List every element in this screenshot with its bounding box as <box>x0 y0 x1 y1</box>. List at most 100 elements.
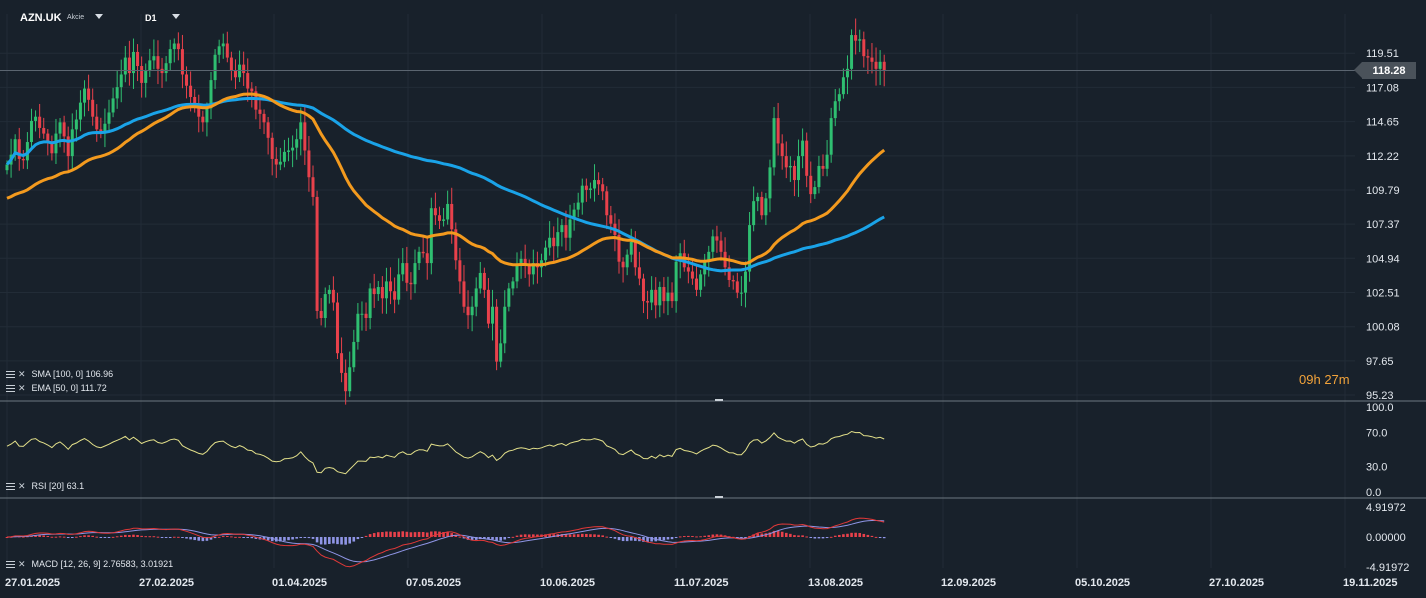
macd-histogram-bar <box>103 537 107 538</box>
macd-histogram-bar <box>711 534 715 537</box>
candle-body <box>311 177 315 197</box>
macd-histogram-bar <box>601 535 604 537</box>
candle-body <box>486 289 490 324</box>
candle-body <box>764 198 768 216</box>
rsi-panel[interactable] <box>6 430 885 475</box>
symbol-name[interactable]: AZN.UK <box>20 12 62 24</box>
close-icon[interactable]: ✕ <box>18 558 26 569</box>
macd-histogram-bar <box>682 536 686 538</box>
candle-body <box>344 372 348 392</box>
indicator-settings-icon[interactable] <box>6 370 15 378</box>
candle-body <box>262 113 266 123</box>
macd-histogram-bar <box>523 534 527 537</box>
candle-body <box>809 175 813 195</box>
candle-body <box>715 236 719 241</box>
macd-histogram-bar <box>242 537 245 538</box>
macd-histogram-bar <box>450 533 454 537</box>
candle-body <box>637 267 641 279</box>
macd-histogram-bar <box>483 537 486 539</box>
candle-body <box>103 123 107 134</box>
candle-body <box>307 150 311 178</box>
candle-body <box>303 122 307 151</box>
macd-histogram-bar <box>609 537 613 538</box>
macd-histogram-bar <box>279 537 282 542</box>
macd-histogram-bar <box>128 535 131 537</box>
candle-body <box>66 136 70 157</box>
countdown-hours: 09 <box>1299 372 1314 387</box>
candle-body <box>870 57 874 62</box>
macd-histogram-bar <box>699 536 702 538</box>
macd-histogram-bar <box>568 534 572 537</box>
macd-histogram-bar <box>613 537 617 539</box>
macd-panel[interactable] <box>5 517 886 568</box>
candle-body <box>466 306 470 316</box>
macd-histogram-bar <box>234 536 237 538</box>
candle-body <box>389 281 393 292</box>
macd-histogram-bar <box>662 537 666 541</box>
candle-body <box>87 88 91 100</box>
macd-histogram-bar <box>434 531 437 537</box>
candle-body <box>686 267 690 272</box>
price-panel[interactable] <box>0 18 1355 405</box>
candle-body <box>862 39 866 57</box>
candle-body <box>254 91 258 110</box>
macd-histogram-bar <box>813 537 817 539</box>
candle-body <box>213 54 217 81</box>
macd-histogram-bar <box>491 537 494 540</box>
date-tick-label: 27.01.2025 <box>5 577 60 589</box>
close-icon[interactable]: ✕ <box>18 382 26 393</box>
close-icon[interactable]: ✕ <box>18 368 26 379</box>
macd-histogram-bar <box>691 536 694 538</box>
candle-body <box>593 180 597 189</box>
macd-histogram-bar <box>140 535 143 537</box>
candle-body <box>462 281 466 307</box>
macd-histogram-bar <box>250 537 254 539</box>
candle-body <box>58 122 62 134</box>
macd-histogram-bar <box>168 537 172 538</box>
rsi-tick-label: 0.0 <box>1366 487 1381 499</box>
macd-histogram-bar <box>425 532 429 537</box>
candle-body <box>752 201 756 226</box>
candle-body <box>813 187 817 195</box>
candle-body <box>519 258 523 266</box>
macd-histogram-bar <box>862 533 866 537</box>
macd-histogram-bar <box>417 531 421 537</box>
macd-histogram-bar <box>585 533 588 537</box>
indicator-settings-icon[interactable] <box>6 482 15 490</box>
macd-histogram-bar <box>152 536 156 538</box>
macd-histogram-bar <box>319 537 323 545</box>
date-tick-label: 13.08.2025 <box>808 577 863 589</box>
symbol-dropdown-icon[interactable] <box>95 14 103 19</box>
macd-histogram-bar <box>866 534 870 537</box>
candle-body <box>621 261 625 268</box>
rsi-tick-label: 100.0 <box>1366 402 1394 414</box>
macd-histogram-bar <box>62 536 66 538</box>
timeframe-dropdown-icon[interactable] <box>172 14 180 19</box>
candle-body <box>458 260 462 282</box>
last-price-tag: 118.28 <box>1354 62 1416 79</box>
timeframe-selector[interactable]: D1 <box>145 13 157 23</box>
indicator-settings-icon[interactable] <box>6 560 15 568</box>
candle-body <box>50 142 54 154</box>
candle-body <box>123 57 127 75</box>
candle-body <box>670 292 674 302</box>
candle-body <box>287 150 291 152</box>
macd-histogram-bar <box>46 536 50 538</box>
grid-layer <box>0 14 1426 568</box>
close-icon[interactable]: ✕ <box>18 480 26 491</box>
macd-histogram-bar <box>372 533 376 537</box>
candle-body <box>576 202 580 210</box>
date-tick-label: 27.10.2025 <box>1209 577 1264 589</box>
macd-histogram-bar <box>34 534 37 537</box>
candle-body <box>474 288 478 307</box>
macd-histogram-bar <box>666 537 670 540</box>
macd-histogram-bar <box>201 537 205 542</box>
indicator-settings-icon[interactable] <box>6 384 15 392</box>
candle-body <box>115 87 119 99</box>
candle-body <box>735 281 739 293</box>
macd-histogram-bar <box>503 537 507 540</box>
candle-body <box>5 164 9 171</box>
macd-histogram-bar <box>58 536 62 538</box>
candle-body <box>246 73 250 89</box>
